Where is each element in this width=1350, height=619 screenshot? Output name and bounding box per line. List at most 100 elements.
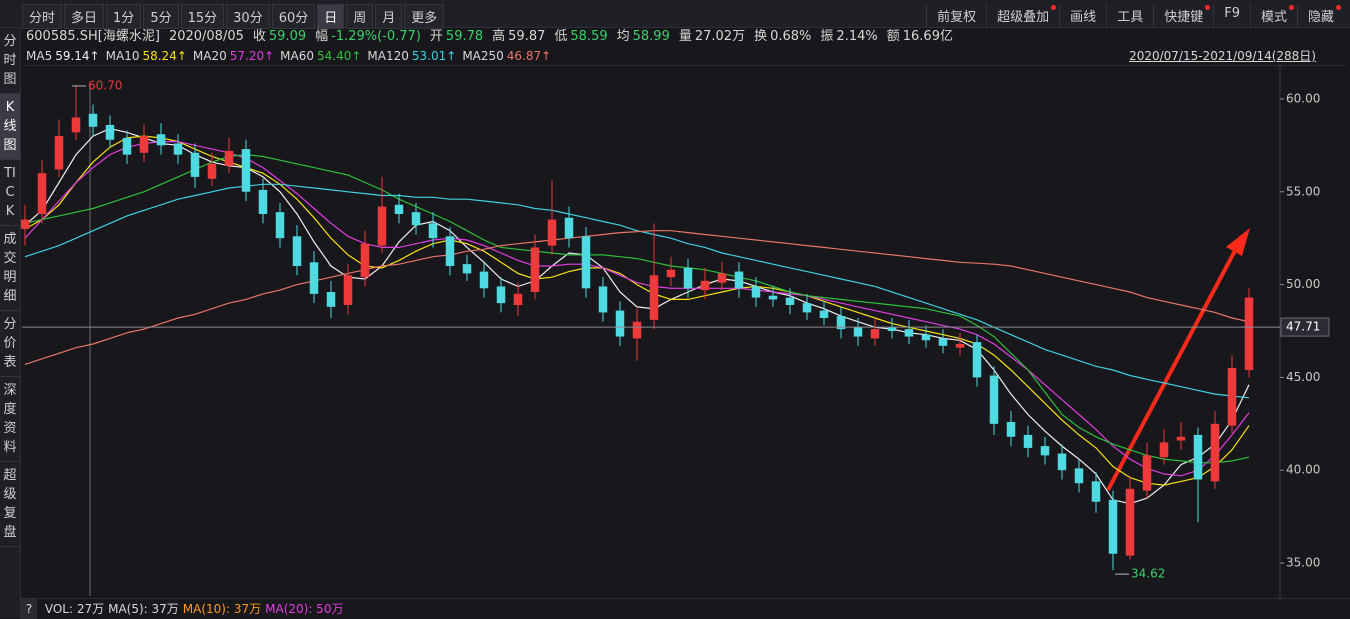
tool-button[interactable]: 画线 [1059, 4, 1106, 27]
candle-body [428, 223, 438, 239]
tool-label: 前复权 [937, 10, 977, 25]
period-tab[interactable]: 15分 [180, 4, 225, 29]
period-tab[interactable]: 多日 [64, 4, 105, 29]
quote-label: 高 [492, 29, 506, 44]
quote-item: 换 0.68% [754, 28, 811, 46]
candle-body [887, 327, 897, 331]
candle-body [513, 293, 523, 305]
candle-body [411, 212, 421, 226]
period-tab[interactable]: 月 [375, 4, 403, 29]
tool-label: 隐藏 [1307, 10, 1334, 25]
candle-body [88, 113, 98, 127]
period-tab[interactable]: 30分 [226, 4, 270, 29]
legend-entry: MA5 59.14↑ [26, 49, 100, 63]
quote-value: 16.69亿 [902, 29, 953, 44]
period-tab[interactable]: 日 [317, 4, 345, 29]
period-tab[interactable]: 60分 [271, 4, 316, 29]
quote-date: 2020/08/05 [168, 29, 244, 44]
candle-body [445, 236, 455, 267]
period-tab[interactable]: 周 [346, 4, 374, 29]
period-tab[interactable]: 分时 [22, 4, 63, 29]
low-label: 34.62 [1131, 567, 1165, 581]
legend-name: MA250 [462, 49, 504, 63]
candle-body [1006, 421, 1016, 437]
cursor-price-label: 47.71 [1286, 320, 1320, 334]
candle-body [1193, 434, 1203, 480]
period-tab[interactable]: 5分 [143, 4, 179, 29]
candle-body [734, 271, 744, 289]
candle-body [54, 136, 64, 170]
candle-body [615, 310, 625, 337]
ma-line [24, 153, 1250, 464]
tool-button[interactable]: 工具 [1106, 4, 1153, 27]
date-range[interactable]: 2020/07/15-2021/09/14(288日) [1129, 49, 1316, 63]
tool-button[interactable]: F9 [1213, 4, 1250, 27]
quote-value: 0.68% [770, 29, 812, 44]
tool-label: 超级叠加 [997, 10, 1050, 25]
quote-value: 58.99 [632, 29, 670, 44]
candle-body [700, 280, 710, 291]
sidebar: 分时图 K线图 TICK 成交明细 分价表 深度资料 超级复盘 [0, 28, 21, 618]
period-tab[interactable]: 1分 [106, 4, 142, 29]
tool-button[interactable]: 前复权 [926, 4, 986, 27]
candle-body [173, 143, 183, 155]
period-tabs: 分时 多日 1分 5分 15分 30分 60分日周月更多 [22, 4, 446, 29]
legend-value: 59.14↑ [55, 49, 100, 63]
notice-dot [1051, 5, 1057, 10]
candle-body [785, 297, 795, 305]
period-tab[interactable]: 更多 [404, 4, 445, 29]
legend-name: MA5 [26, 49, 53, 63]
quote-item: 低 58.59 [554, 28, 607, 46]
quote-label: 量 [678, 29, 692, 44]
trend-arrow [1106, 228, 1250, 491]
side-tab[interactable]: 分价表 [0, 311, 20, 377]
candle-body [1159, 442, 1169, 458]
candle-body [122, 137, 132, 155]
tool-label: 工具 [1117, 10, 1144, 25]
y-tick-label: 35.00 [1286, 556, 1320, 570]
side-tab[interactable]: 超级复盘 [0, 462, 20, 547]
volume-item: MA(10): 37万 [182, 602, 262, 616]
quote-item: 高 59.87 [492, 28, 545, 46]
notice-dot [1205, 5, 1211, 10]
side-tab[interactable]: 深度资料 [0, 377, 20, 462]
side-tab[interactable]: 成交明细 [0, 226, 20, 311]
candle-body [224, 150, 234, 166]
high-label: 60.70 [88, 78, 122, 92]
volume-item: VOL: 27万 [44, 602, 105, 616]
arrow-head [1226, 228, 1250, 256]
candle-body [1040, 446, 1050, 456]
tool-button[interactable]: 模式 [1249, 4, 1297, 27]
help-button[interactable]: ? [21, 599, 37, 619]
y-tick-label: 50.00 [1286, 277, 1320, 291]
legend-name: MA60 [280, 49, 314, 63]
candle-body [275, 212, 285, 239]
tool-label: 模式 [1260, 10, 1287, 25]
candle-body [326, 292, 336, 307]
tool-button[interactable]: 隐藏 [1296, 4, 1344, 27]
quote-value: -1.29%(-0.77) [331, 29, 421, 44]
side-tab[interactable]: TICK [0, 160, 20, 226]
side-tab[interactable]: 分时图 [0, 28, 20, 94]
y-tick-label: 45.00 [1286, 370, 1320, 384]
legend-name: MA120 [367, 49, 409, 63]
candle-body [139, 136, 149, 153]
candle-body [921, 334, 931, 341]
quote-item: 振 2.14% [820, 28, 877, 46]
candle-body [768, 295, 778, 300]
candle-body [598, 286, 608, 313]
candle-body [853, 327, 863, 337]
quote-item: 开 59.78 [430, 28, 483, 46]
side-tab[interactable]: K线图 [0, 94, 20, 160]
candle-body [479, 271, 489, 289]
candle-body [1091, 481, 1101, 502]
ma-line [24, 141, 1250, 477]
candle-body [207, 163, 217, 179]
candle-body [496, 286, 506, 304]
tool-button[interactable]: 快捷键 [1153, 4, 1213, 27]
candle-body [870, 329, 880, 339]
ma-legend: 2020/07/15-2021/09/14(288日) MA5 59.14↑ MA1… [26, 47, 1346, 66]
quote-item: 量 27.02万 [679, 28, 745, 46]
tool-button[interactable]: 超级叠加 [986, 4, 1059, 27]
